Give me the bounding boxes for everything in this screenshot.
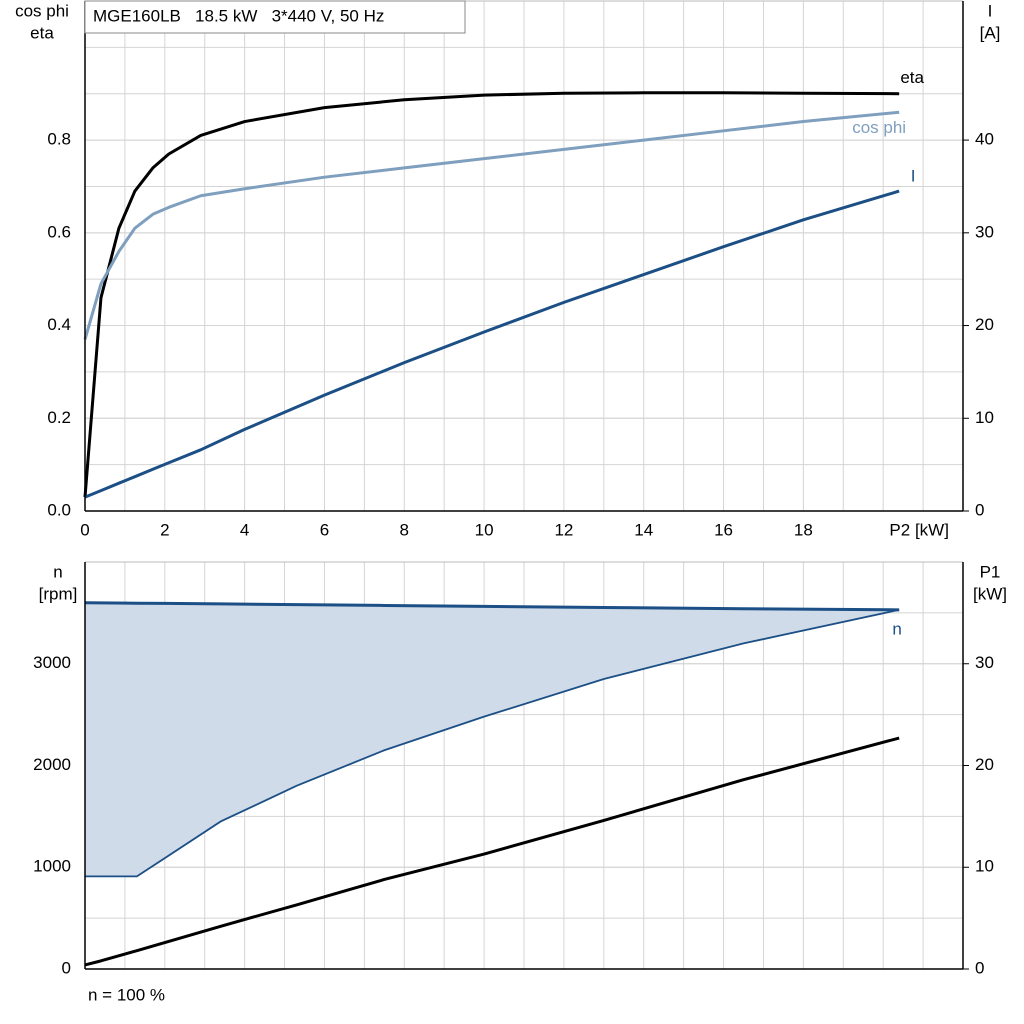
y-axis-label: eta (30, 23, 54, 42)
y2-tick-label: 10 (975, 408, 994, 427)
min-line (85, 608, 900, 878)
y2-tick-label: 30 (975, 222, 994, 241)
y2-tick-label: 20 (975, 755, 994, 774)
series-line (84, 601, 900, 612)
y-axis-label: [rpm] (39, 584, 78, 603)
y-tick-label: 0.8 (47, 130, 71, 149)
x-tick-label: 12 (554, 520, 573, 539)
header: MGE160LB 18.5 kW 3*440 V, 50 Hz (93, 6, 384, 25)
y2-tick-label: 0 (975, 500, 984, 519)
y-tick-label: 0.4 (47, 315, 71, 334)
x-tick-label: 0 (80, 520, 89, 539)
series-label: n (892, 619, 901, 638)
y2-axis-label: I (988, 1, 993, 20)
annotation: n = 100 % (88, 985, 165, 1004)
y-tick-label: 1000 (33, 857, 71, 876)
x-tick-label: P2 [kW] (889, 520, 949, 539)
y-tick-label: 0.0 (47, 500, 71, 519)
speed-band (85, 602, 900, 877)
y-tick-label: 0 (62, 958, 71, 977)
y-axis-label: n (53, 562, 62, 581)
y2-tick-label: 0 (975, 958, 984, 977)
y2-tick-label: 10 (975, 857, 994, 876)
x-tick-label: 16 (714, 520, 733, 539)
x-tick-label: 18 (794, 520, 813, 539)
x-tick-label: 4 (240, 520, 249, 539)
series-line (83, 110, 900, 340)
header-box (84, 0, 466, 34)
y2-axis-label: [A] (980, 23, 1001, 42)
y2-tick-label: 20 (975, 315, 994, 334)
y-tick-label: 0.6 (47, 222, 71, 241)
x-tick-label: 14 (634, 520, 653, 539)
y2-axis-label: P1 (980, 562, 1001, 581)
series-line (83, 91, 900, 498)
x-tick-label: 6 (320, 520, 329, 539)
y-axis-label: cos phi (15, 1, 69, 20)
series-line (84, 736, 900, 967)
x-tick-label: 8 (400, 520, 409, 539)
y-tick-label: 3000 (33, 653, 71, 672)
y2-tick-label: 40 (975, 130, 994, 149)
series-label: cos phi (852, 118, 906, 137)
y-tick-label: 2000 (33, 755, 71, 774)
y-tick-label: 0.2 (47, 408, 71, 427)
x-tick-label: 10 (475, 520, 494, 539)
y2-tick-label: 30 (975, 653, 994, 672)
series-label: eta (900, 68, 924, 87)
y2-axis-label: [kW] (973, 584, 1007, 603)
series-label: I (911, 167, 916, 186)
x-tick-label: 2 (160, 520, 169, 539)
series-line (84, 189, 900, 499)
